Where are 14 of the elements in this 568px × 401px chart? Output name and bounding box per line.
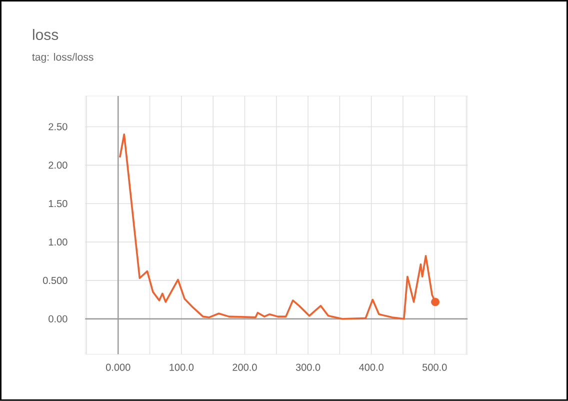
y-tick-label: 0.500 — [43, 276, 68, 284]
x-tick-label: 300.0 — [296, 364, 320, 371]
y-tick-label: 0.00 — [48, 315, 68, 322]
y-tick-label: 2.00 — [48, 162, 68, 169]
y-tick-label: 1.50 — [48, 200, 68, 208]
y-tick-label: 2.50 — [48, 123, 68, 130]
x-tick-label: 0.000 — [106, 364, 130, 371]
x-tick-label: 100.0 — [170, 364, 194, 371]
chart-subtitle: tag: loss/loss — [32, 53, 94, 63]
x-tick-label: 500.0 — [422, 364, 447, 371]
x-tick-label: 200.0 — [232, 364, 257, 371]
chart-title: loss — [32, 29, 58, 40]
x-tick-label: 400.0 — [359, 364, 384, 371]
y-tick-label: 1.00 — [48, 238, 68, 246]
